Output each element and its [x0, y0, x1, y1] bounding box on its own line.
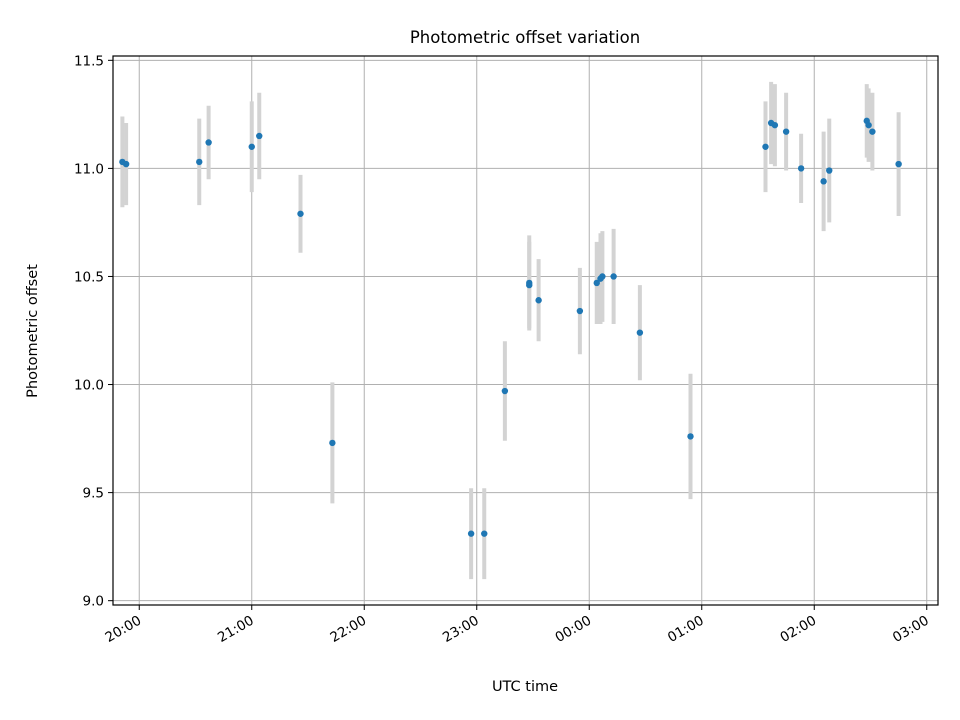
plot-frame — [112, 55, 939, 606]
data-point — [771, 121, 779, 129]
data-point — [329, 439, 336, 447]
x-axis-title: UTC time — [492, 679, 558, 695]
y-tick-label: 11.0 — [74, 161, 104, 177]
data-point — [797, 165, 805, 172]
data-point — [762, 143, 769, 150]
y-tick-label: 9.5 — [83, 486, 104, 502]
data-point — [526, 281, 533, 289]
data-point — [895, 160, 902, 168]
chart-title: Photometric offset variation — [410, 28, 640, 47]
data-point — [593, 279, 600, 287]
y-axis: 9.0 9.5 10.0 10.5 11.0 11.5 — [74, 53, 113, 610]
y-tick-label: 11.5 — [74, 53, 104, 69]
data-point — [687, 433, 694, 440]
data-point — [501, 387, 509, 395]
y-tick-label: 10.0 — [74, 378, 104, 394]
data-point — [481, 530, 488, 537]
data-point — [248, 143, 255, 150]
data-point — [610, 273, 617, 280]
data-point — [576, 307, 584, 315]
data-point — [865, 121, 872, 129]
data-point — [196, 158, 203, 166]
y-tick-label: 10.5 — [74, 269, 104, 285]
data-point — [467, 530, 475, 537]
data-point — [599, 273, 606, 280]
data-point — [782, 128, 790, 135]
data-point — [826, 167, 833, 174]
y-axis-title: Photometric offset — [25, 264, 41, 398]
data-point — [297, 210, 304, 217]
data-point — [535, 297, 542, 304]
data-point — [869, 128, 876, 135]
data-point — [205, 139, 212, 146]
data-point — [636, 329, 644, 336]
data-points — [119, 117, 902, 537]
y-tick-label: 9.0 — [83, 594, 104, 610]
data-point — [820, 178, 827, 185]
data-point — [122, 160, 130, 168]
data-point — [256, 132, 263, 140]
